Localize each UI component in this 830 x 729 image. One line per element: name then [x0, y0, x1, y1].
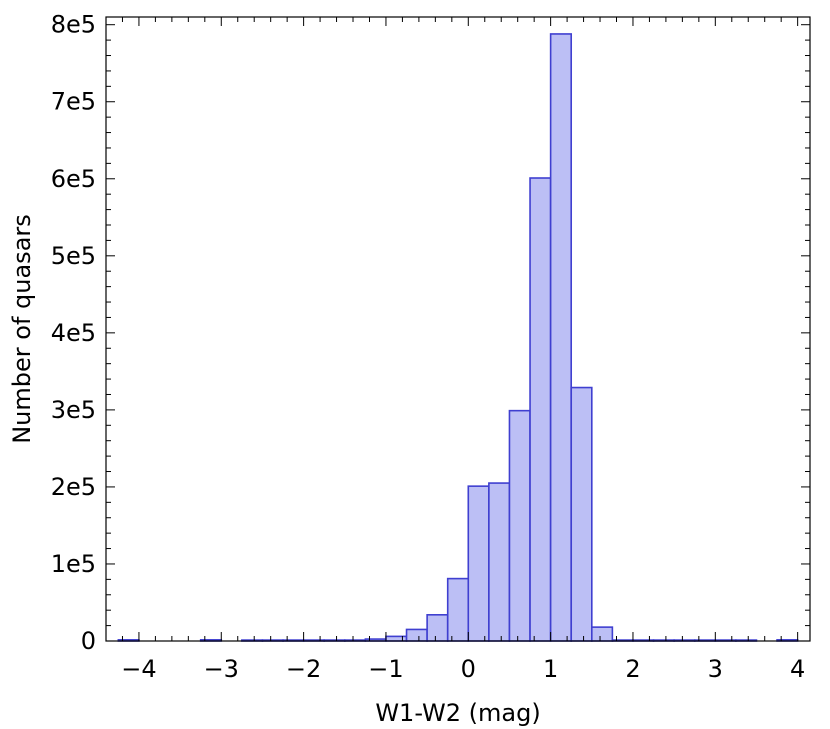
y-tick-label: 3e5	[51, 396, 96, 424]
ticks-layer	[105, 17, 810, 642]
histogram-bar	[405, 628, 428, 642]
histogram-bar	[549, 33, 573, 642]
histogram-bar	[488, 482, 511, 642]
y-tick-label: 6e5	[51, 165, 96, 193]
x-tick-label: −1	[368, 655, 403, 683]
histogram-bar	[446, 577, 470, 642]
x-tick-label: −2	[286, 655, 321, 683]
y-tick-label: 4e5	[51, 319, 96, 347]
x-tick-label: 2	[625, 655, 640, 683]
x-tick-label: −4	[121, 655, 156, 683]
x-tick-label: 1	[543, 655, 558, 683]
x-axis-label: W1-W2 (mag)	[375, 699, 540, 727]
histogram-bar	[426, 614, 449, 642]
y-tick-label: 8e5	[51, 11, 96, 39]
y-tick-label: 5e5	[51, 242, 96, 270]
histogram-bar	[570, 386, 593, 642]
x-tick-label: 4	[790, 655, 805, 683]
x-tick-labels: −4 −3 −2 −1 0 1 2 3 4	[121, 655, 805, 683]
x-tick-label: 3	[708, 655, 723, 683]
y-tick-label: 0	[81, 627, 96, 655]
histogram-bar	[508, 409, 531, 642]
y-tick-label: 2e5	[51, 473, 96, 501]
bars-layer	[117, 33, 799, 642]
histogram-bar	[529, 177, 552, 642]
plot-frame	[105, 16, 811, 642]
y-tick-label: 1e5	[51, 550, 96, 578]
y-axis-label: Number of quasars	[8, 214, 36, 444]
y-tick-label: 7e5	[51, 88, 96, 116]
histogram-bar	[590, 626, 614, 642]
histogram-bar	[467, 485, 490, 642]
histogram-bar	[385, 635, 408, 642]
x-tick-label: −3	[204, 655, 239, 683]
y-tick-labels: 0 1e5 2e5 3e5 4e5 5e5 6e5 7e5 8e5	[51, 11, 96, 655]
x-tick-label: 0	[461, 655, 476, 683]
